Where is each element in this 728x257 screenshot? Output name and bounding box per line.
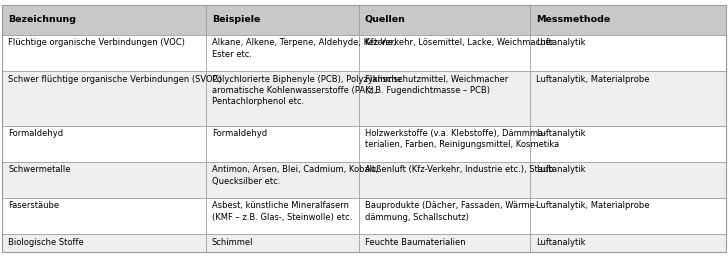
Bar bbox=[530, 125, 726, 162]
Bar bbox=[206, 198, 359, 234]
Text: Beispiele: Beispiele bbox=[212, 15, 260, 24]
Bar bbox=[206, 125, 359, 162]
Bar bbox=[2, 35, 206, 71]
Bar bbox=[359, 35, 530, 71]
Text: Alkane, Alkene, Terpene, Aldehyde, Ketone,
Ester etc.: Alkane, Alkene, Terpene, Aldehyde, Keton… bbox=[212, 38, 395, 59]
Bar bbox=[206, 71, 359, 125]
Text: Luftanalytik: Luftanalytik bbox=[536, 237, 585, 247]
Text: Quellen: Quellen bbox=[365, 15, 405, 24]
Bar bbox=[2, 198, 206, 234]
Text: Außenluft (Kfz-Verkehr, Industrie etc.), Staub: Außenluft (Kfz-Verkehr, Industrie etc.),… bbox=[365, 165, 553, 174]
Text: Schwer flüchtige organische Verbindungen (SVOC): Schwer flüchtige organische Verbindungen… bbox=[8, 75, 222, 84]
Bar bbox=[530, 35, 726, 71]
Text: Schimmel: Schimmel bbox=[212, 237, 253, 247]
Bar bbox=[206, 5, 359, 35]
Bar bbox=[530, 162, 726, 198]
Bar bbox=[530, 234, 726, 252]
Bar bbox=[206, 234, 359, 252]
Bar bbox=[359, 198, 530, 234]
Text: Luftanalytik, Materialprobe: Luftanalytik, Materialprobe bbox=[536, 75, 649, 84]
Text: Messmethode: Messmethode bbox=[536, 15, 610, 24]
Text: Holzwerkstoffe (v.a. Klebstoffe), Dämmma-
terialien, Farben, Reinigungsmittel, K: Holzwerkstoffe (v.a. Klebstoffe), Dämmma… bbox=[365, 129, 559, 149]
Text: Faserstäube: Faserstäube bbox=[8, 201, 59, 210]
Text: Schwermetalle: Schwermetalle bbox=[8, 165, 71, 174]
Bar bbox=[359, 234, 530, 252]
Text: Luftanalytik: Luftanalytik bbox=[536, 165, 585, 174]
Text: Kfz-Verkehr, Lösemittel, Lacke, Weichmacher: Kfz-Verkehr, Lösemittel, Lacke, Weichmac… bbox=[365, 38, 554, 47]
Bar bbox=[2, 162, 206, 198]
Text: Antimon, Arsen, Blei, Cadmium, Kobalt,
Quecksilber etc.: Antimon, Arsen, Blei, Cadmium, Kobalt, Q… bbox=[212, 165, 378, 186]
Bar bbox=[2, 125, 206, 162]
Text: Feuchte Baumaterialien: Feuchte Baumaterialien bbox=[365, 237, 465, 247]
Text: Formaldehyd: Formaldehyd bbox=[8, 129, 63, 138]
Text: Asbest, künstliche Mineralfasern
(KMF – z.B. Glas-, Steinwolle) etc.: Asbest, künstliche Mineralfasern (KMF – … bbox=[212, 201, 352, 222]
Bar bbox=[359, 71, 530, 125]
Text: Flüchtige organische Verbindungen (VOC): Flüchtige organische Verbindungen (VOC) bbox=[8, 38, 185, 47]
Bar bbox=[359, 162, 530, 198]
Bar bbox=[530, 198, 726, 234]
Bar bbox=[206, 35, 359, 71]
Bar bbox=[206, 162, 359, 198]
Text: Luftanalytik, Materialprobe: Luftanalytik, Materialprobe bbox=[536, 201, 649, 210]
Text: Biologische Stoffe: Biologische Stoffe bbox=[8, 237, 84, 247]
Bar bbox=[530, 5, 726, 35]
Text: Polychlorierte Biphenyle (PCB), Polyzyklische
aromatische Kohlenwasserstoffe (PA: Polychlorierte Biphenyle (PCB), Polyzykl… bbox=[212, 75, 402, 106]
Bar bbox=[2, 234, 206, 252]
Text: Bezeichnung: Bezeichnung bbox=[8, 15, 76, 24]
Text: Luftanalytik: Luftanalytik bbox=[536, 38, 585, 47]
Bar bbox=[530, 71, 726, 125]
Text: Formaldehyd: Formaldehyd bbox=[212, 129, 267, 138]
Bar bbox=[2, 5, 206, 35]
Bar bbox=[359, 5, 530, 35]
Text: Luftanalytik: Luftanalytik bbox=[536, 129, 585, 138]
Bar bbox=[359, 125, 530, 162]
Bar bbox=[2, 71, 206, 125]
Text: Flammschutzmittel, Weichmacher
(z.B. Fugendichtmasse – PCB): Flammschutzmittel, Weichmacher (z.B. Fug… bbox=[365, 75, 508, 95]
Text: Bauprodukte (Dächer, Fassaden, Wärme-
dämmung, Schallschutz): Bauprodukte (Dächer, Fassaden, Wärme- dä… bbox=[365, 201, 537, 222]
